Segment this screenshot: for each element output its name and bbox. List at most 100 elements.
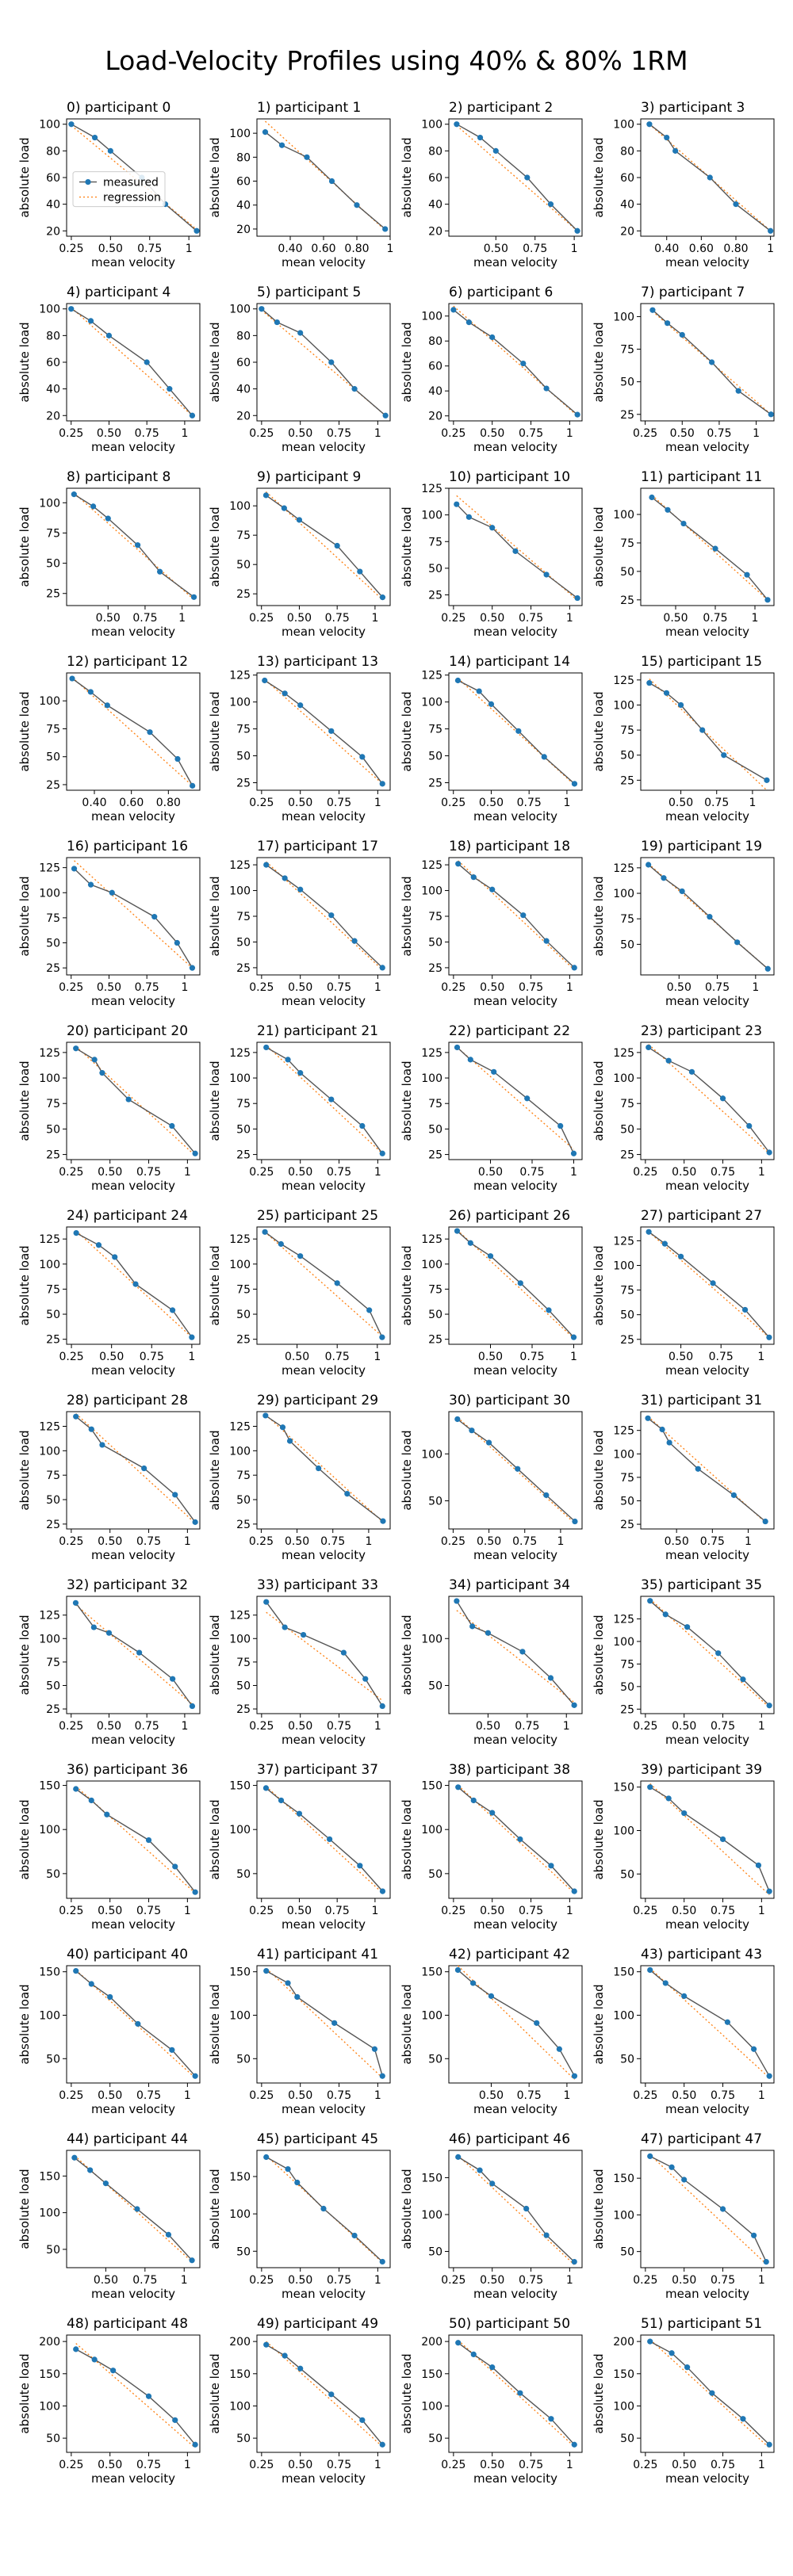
measured-point xyxy=(677,701,684,709)
measured-point xyxy=(534,2020,540,2026)
panel-title: 5) participant 5 xyxy=(257,285,361,300)
x-tick-label: 0.75 xyxy=(519,2274,543,2287)
x-tick-label: 0.75 xyxy=(132,612,157,625)
y-tick-label: 150 xyxy=(613,2173,634,2185)
panel-title: 29) participant 29 xyxy=(257,1393,378,1408)
measured-point xyxy=(192,2441,198,2448)
y-axis-label: absolute load xyxy=(208,691,222,771)
measured-point xyxy=(570,1334,577,1340)
y-tick-label: 100 xyxy=(421,2209,442,2222)
measured-point xyxy=(334,1280,340,1286)
x-axis-label: mean velocity xyxy=(473,1363,557,1378)
x-tick-label: 1 xyxy=(752,612,759,625)
regression-line xyxy=(75,1412,196,1524)
x-tick-label: 1 xyxy=(374,797,381,809)
y-tick-label: 75 xyxy=(236,1283,251,1296)
x-tick-label: 0.75 xyxy=(327,427,351,440)
measured-point xyxy=(764,597,771,603)
y-tick-label: 200 xyxy=(229,2336,251,2349)
measured-line xyxy=(649,1787,770,1892)
measured-point xyxy=(488,701,495,707)
y-tick-label: 100 xyxy=(229,1445,251,1458)
panel-title: 45) participant 45 xyxy=(257,2131,378,2147)
axes-frame xyxy=(66,1596,201,1714)
panel-title: 2) participant 2 xyxy=(449,100,553,116)
panel-title: 3) participant 3 xyxy=(641,100,745,116)
panel-41: 41) participant 410.25 0.50 0.75 150100150m… xyxy=(208,1947,391,2116)
panel-title: 50) participant 50 xyxy=(449,2316,570,2332)
panel-title: 42) participant 42 xyxy=(449,1947,570,1963)
measured-point xyxy=(740,1676,746,1683)
measured-point xyxy=(192,1889,198,1895)
measured-point xyxy=(517,2390,523,2396)
x-tick-label: 0.75 xyxy=(135,427,159,440)
x-tick-label: 0.50 xyxy=(285,1351,309,1363)
axes-frame xyxy=(448,1596,583,1714)
measured-point xyxy=(189,2257,195,2264)
measured-point xyxy=(189,965,196,971)
x-axis-label: mean velocity xyxy=(282,440,366,454)
x-tick-label: 0.50 xyxy=(480,427,504,440)
axes-frame xyxy=(256,1041,391,1160)
x-axis-label: mean velocity xyxy=(91,1179,175,1193)
x-axis-label: mean velocity xyxy=(473,625,557,639)
measured-point xyxy=(379,1334,385,1340)
y-tick-label: 50 xyxy=(620,938,634,951)
y-tick-label: 25 xyxy=(620,1149,634,1162)
x-tick-label: 1 xyxy=(374,1720,381,1733)
measured-point xyxy=(543,571,550,578)
measured-point xyxy=(379,1150,385,1156)
y-tick-label: 150 xyxy=(421,2368,442,2381)
measured-point xyxy=(571,1888,577,1894)
y-tick-label: 75 xyxy=(428,536,442,548)
x-axis-label: mean velocity xyxy=(91,255,175,269)
y-tick-label: 25 xyxy=(46,1334,60,1347)
measured-point xyxy=(263,2154,270,2161)
y-tick-label: 60 xyxy=(428,172,442,185)
x-tick-label: 0.50 xyxy=(672,2459,696,2471)
measured-point xyxy=(72,1599,79,1606)
measured-point xyxy=(172,1492,178,1498)
x-tick-label: 0.75 xyxy=(711,1166,735,1179)
y-axis-label: absolute load xyxy=(592,691,606,771)
y-tick-label: 100 xyxy=(229,1824,251,1836)
x-tick-label: 0.25 xyxy=(633,2089,657,2102)
y-tick-label: 200 xyxy=(421,2336,442,2349)
x-axis-label: mean velocity xyxy=(282,1733,366,1747)
y-tick-label: 20 xyxy=(46,225,60,238)
measured-point xyxy=(766,1334,772,1340)
panel-title: 36) participant 36 xyxy=(67,1762,188,1778)
y-tick-label: 125 xyxy=(613,1235,634,1248)
legend-measured-marker xyxy=(85,179,91,185)
y-axis-label: absolute load xyxy=(592,322,606,402)
measured-point xyxy=(520,912,527,919)
y-tick-label: 25 xyxy=(428,777,442,789)
y-axis-label: absolute load xyxy=(400,2169,414,2249)
measured-point xyxy=(647,1784,653,1791)
y-tick-label: 75 xyxy=(620,724,634,737)
y-tick-label: 100 xyxy=(39,887,60,900)
x-tick-label: 0.75 xyxy=(704,797,729,809)
measured-point xyxy=(91,1057,98,1063)
y-tick-label: 80 xyxy=(236,151,251,164)
y-axis-label: absolute load xyxy=(17,1245,32,1325)
measured-point xyxy=(659,1426,665,1433)
y-tick-label: 75 xyxy=(46,1657,60,1669)
y-tick-label: 125 xyxy=(613,1047,634,1060)
measured-line xyxy=(648,1231,770,1338)
x-tick-label: 0.25 xyxy=(59,2089,83,2102)
x-tick-label: 0.50 xyxy=(287,612,312,625)
measured-point xyxy=(296,517,303,523)
measured-point xyxy=(515,728,522,734)
y-tick-label: 100 xyxy=(421,1259,442,1271)
x-tick-label: 0.75 xyxy=(519,1166,544,1179)
y-tick-label: 150 xyxy=(39,1780,60,1793)
y-axis-label: absolute load xyxy=(400,1799,414,1879)
panel-title: 35) participant 35 xyxy=(641,1577,762,1593)
regression-line xyxy=(266,491,383,601)
x-tick-label: 0.80 xyxy=(344,243,369,255)
y-tick-label: 40 xyxy=(46,199,60,212)
y-tick-label: 50 xyxy=(46,2244,60,2257)
y-tick-label: 25 xyxy=(236,588,251,601)
measured-point xyxy=(68,306,75,312)
